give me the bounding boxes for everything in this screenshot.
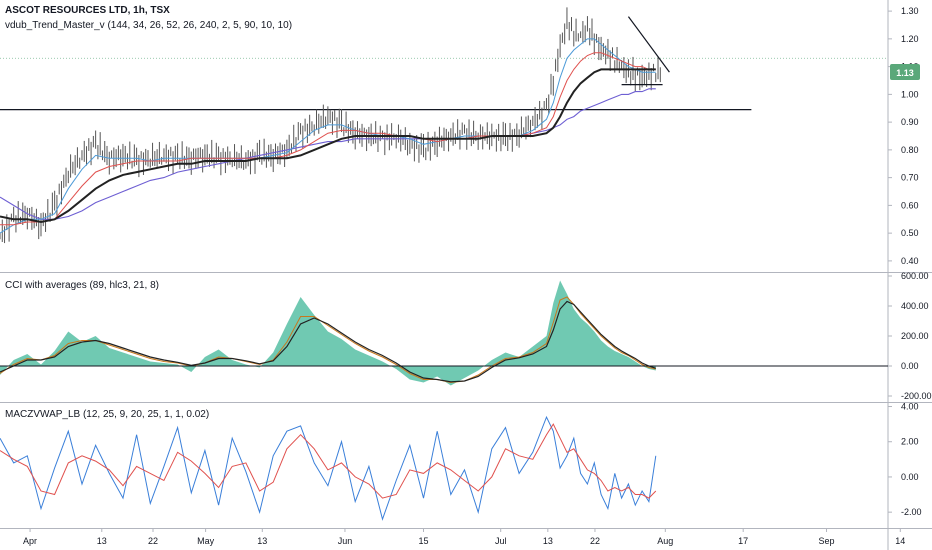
price-axis-tick-label: 0.70: [901, 173, 919, 183]
ema-mid-line: [0, 52, 656, 226]
last-price-badge: [890, 64, 920, 80]
time-tick-label: Jun: [338, 536, 353, 546]
time-tick-label: 14: [895, 536, 905, 546]
price-axis-tick-label: 0.60: [901, 200, 919, 210]
last-price-label: 1.13: [896, 68, 914, 78]
trend-indicator-title: vdub_Trend_Master_v (144, 34, 26, 52, 26…: [5, 20, 292, 31]
cci-average-slow-line: [0, 300, 656, 383]
time-tick-label: 13: [543, 536, 553, 546]
price-axis-tick-label: 1.00: [901, 89, 919, 99]
cci-pane: 600.00 400.00 200.00 0.00 -200.00: [0, 271, 932, 401]
cci-axis-tick-label: 400.00: [901, 301, 929, 311]
cci-pane-title: CCI with averages (89, hlc3, 21, 8): [5, 280, 159, 291]
price-axis-tick-label: 0.80: [901, 145, 919, 155]
cci-axis-tick-label: 600.00: [901, 271, 929, 281]
macd-axis-tick-label: 0.00: [901, 472, 919, 482]
macd-axis-tick-label: 4.00: [901, 402, 919, 412]
price-axis-tick-label: 0.90: [901, 117, 919, 127]
time-tick-label: 13: [257, 536, 267, 546]
time-tick-label: Apr: [23, 536, 37, 546]
time-tick-label: May: [197, 536, 215, 546]
cci-average-fast-line: [0, 296, 656, 384]
time-tick-label: Sep: [819, 536, 835, 546]
price-axis-tick-label: 1.30: [901, 6, 919, 16]
cci-area: [0, 280, 656, 386]
time-tick-label: 17: [738, 536, 748, 546]
cci-axis-tick-label: 0.00: [901, 361, 919, 371]
time-tick-label: Aug: [657, 536, 673, 546]
cci-axis-tick-label: -200.00: [901, 391, 932, 401]
price-axis-tick-label: 0.40: [901, 256, 919, 266]
triangle-upper-line: [627, 16, 670, 73]
cci-axis-tick-label: 200.00: [901, 331, 929, 341]
time-tick-label: 13: [97, 536, 107, 546]
time-tick-label: Jul: [495, 536, 507, 546]
ema-slow-line: [0, 68, 656, 224]
macd-axis-tick-label: 2.00: [901, 437, 919, 447]
macd-pane: 4.00 2.00 0.00 -2.00: [0, 402, 922, 521]
macd-axis-tick-label: -2.00: [901, 507, 922, 517]
time-axis: Apr 13 22 May 13 Jun 15 Jul 13 22 Aug 17 Sep 14: [23, 528, 905, 546]
price-axis-tick-label: 0.50: [901, 228, 919, 238]
time-tick-label: 22: [148, 536, 158, 546]
macd-pane-title: MACZVWAP_LB (12, 25, 9, 20, 25, 1, 1, 0.…: [5, 409, 209, 420]
price-pane-title: ASCOT RESOURCES LTD, 1h, TSX: [5, 5, 170, 16]
price-axis-tick-label: 1.20: [901, 34, 919, 44]
time-tick-label: 15: [418, 536, 428, 546]
macd-fast-line: [0, 415, 657, 521]
ema-long-line: [0, 88, 656, 220]
macd-signal-line: [0, 423, 657, 499]
time-tick-label: 22: [590, 536, 600, 546]
